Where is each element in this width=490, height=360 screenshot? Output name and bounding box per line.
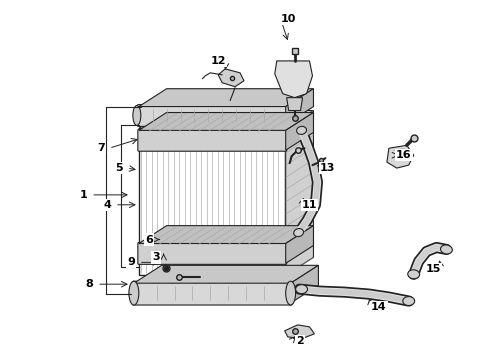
FancyBboxPatch shape (137, 105, 288, 126)
Ellipse shape (296, 126, 306, 134)
Text: 7: 7 (97, 143, 105, 153)
Polygon shape (287, 98, 302, 111)
Text: 6: 6 (145, 234, 153, 244)
Polygon shape (275, 61, 313, 98)
Text: 13: 13 (319, 163, 335, 173)
Polygon shape (285, 325, 315, 339)
Text: 3: 3 (152, 252, 160, 262)
Polygon shape (139, 129, 286, 275)
Text: 14: 14 (371, 302, 387, 312)
Polygon shape (286, 111, 314, 275)
Text: 2: 2 (295, 336, 303, 346)
Text: 10: 10 (281, 14, 296, 24)
Ellipse shape (286, 281, 295, 305)
Ellipse shape (408, 270, 419, 279)
Ellipse shape (441, 245, 452, 254)
Ellipse shape (133, 105, 141, 125)
Polygon shape (139, 113, 314, 130)
FancyBboxPatch shape (138, 243, 287, 264)
Ellipse shape (294, 229, 303, 237)
Ellipse shape (295, 285, 308, 294)
Polygon shape (286, 89, 314, 125)
FancyBboxPatch shape (132, 281, 293, 305)
Polygon shape (139, 89, 314, 107)
Polygon shape (134, 265, 318, 283)
Polygon shape (139, 226, 314, 243)
Text: 16: 16 (396, 150, 412, 160)
Text: 4: 4 (103, 200, 111, 210)
Polygon shape (286, 113, 314, 150)
Text: 9: 9 (127, 257, 135, 267)
Text: 8: 8 (85, 279, 93, 289)
Text: 1: 1 (79, 190, 87, 200)
Text: 11: 11 (302, 200, 317, 210)
Polygon shape (291, 265, 318, 303)
Ellipse shape (403, 297, 415, 306)
Polygon shape (218, 69, 244, 87)
Text: 5: 5 (115, 163, 123, 173)
Polygon shape (139, 111, 314, 129)
FancyBboxPatch shape (138, 129, 287, 151)
Text: 15: 15 (426, 264, 441, 274)
Text: 12: 12 (211, 56, 226, 66)
Polygon shape (387, 145, 414, 168)
Polygon shape (286, 226, 314, 264)
Ellipse shape (129, 281, 139, 305)
